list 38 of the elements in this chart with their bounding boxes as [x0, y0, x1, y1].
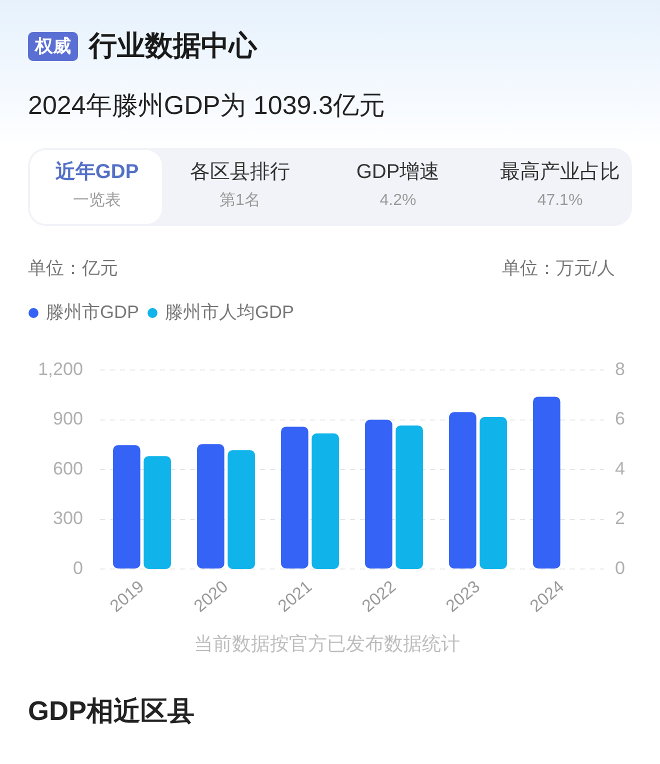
legend-label: 滕州市人均GDP [165, 302, 294, 322]
y2-tick-label: 0 [615, 558, 626, 578]
bar [396, 425, 423, 569]
bar [144, 456, 171, 569]
legend-label: 滕州市GDP [46, 302, 140, 322]
bar [312, 433, 339, 569]
y2-axis-title: 单位：万元/人 [502, 257, 615, 280]
text: 一览表 [73, 190, 121, 211]
y2-tick-label: 2 [615, 508, 626, 528]
bar [533, 396, 560, 568]
y-tick-label: 900 [52, 408, 83, 429]
bar [449, 412, 476, 568]
bar [197, 444, 224, 568]
text: 权威 [35, 35, 71, 58]
text: 各区县排行 [190, 160, 290, 185]
bar [228, 450, 255, 569]
y2-tick-label: 6 [615, 408, 626, 429]
text: GDP相近区县 [28, 695, 195, 728]
bar [365, 420, 392, 568]
text: 47.1% [537, 191, 583, 211]
text: 第1名 [220, 191, 260, 211]
text: 4.2% [380, 191, 416, 211]
bar [480, 417, 507, 569]
y-axis-title: 单位：亿元 [28, 257, 118, 280]
y-tick-label: 0 [72, 558, 83, 578]
y2-tick-label: 4 [615, 458, 626, 478]
chart-title: 行业数据中心 [89, 29, 257, 63]
y-tick-label: 600 [52, 458, 83, 478]
chart-subtitle: 2024年滕州GDP为 1039.3亿元 [28, 89, 385, 122]
text: 当前数据按官方已发布数据统计 [193, 633, 461, 657]
bar [281, 426, 308, 568]
y2-tick-label: 8 [615, 358, 626, 379]
bar [113, 445, 140, 568]
text: 近年GDP [55, 160, 139, 185]
text: GDP增速 [356, 160, 440, 185]
y-tick-label: 1,200 [38, 358, 83, 379]
y-tick-label: 300 [52, 508, 83, 528]
text: 最高产业占比 [500, 160, 620, 185]
